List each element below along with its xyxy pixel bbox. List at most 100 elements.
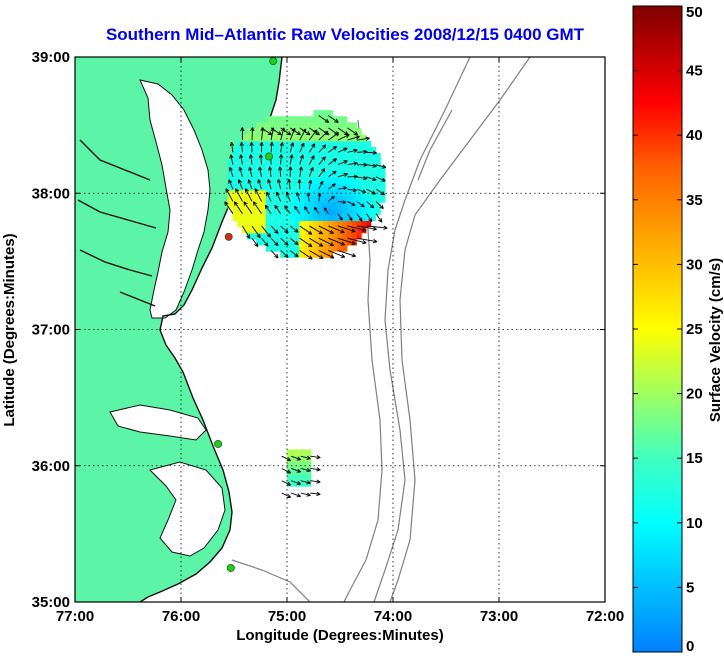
velocity-cell-569 [265, 128, 272, 136]
velocity-vector-160 [300, 480, 311, 485]
velocity-cell-292 [256, 183, 262, 191]
velocity-cell-598 [299, 122, 305, 130]
velocity-cell-450 [232, 153, 238, 160]
velocity-cell-399 [294, 165, 300, 172]
velocity-cell-92 [332, 226, 338, 234]
velocity-vector-41 [294, 205, 301, 214]
velocity-cell-90 [323, 226, 329, 234]
velocity-cell-442 [342, 159, 348, 166]
velocity-vector-58 [306, 192, 311, 202]
velocity-cell-17 [294, 245, 300, 252]
velocity-cell-368 [303, 171, 310, 179]
velocity-cell-556 [323, 134, 329, 142]
velocity-vector-118 [269, 141, 274, 153]
velocity-cell-255 [237, 189, 243, 197]
velocity-cell-70 [346, 232, 353, 240]
velocity-cell-497 [308, 146, 314, 154]
velocity-cell-213 [346, 202, 353, 209]
velocity-vector-87 [278, 166, 283, 177]
velocity-cell-474 [346, 153, 353, 160]
velocity-vector-169 [310, 454, 321, 460]
velocity-cell-156 [370, 214, 377, 221]
velocity-vector-91 [318, 168, 326, 178]
velocity-cell-303 [308, 183, 314, 191]
velocity-cell-320 [232, 177, 238, 185]
velocity-cell-606 [337, 122, 343, 130]
velocity-cell-167 [280, 208, 286, 215]
velocity-cell-224 [246, 195, 252, 203]
velocity-cell-526 [308, 140, 314, 148]
velocity-cell-452 [241, 153, 248, 160]
chesapeake-bay [139, 79, 211, 319]
velocity-vector-122 [308, 143, 316, 153]
velocity-cell-316 [370, 183, 377, 191]
velocity-cell-396 [280, 165, 286, 172]
velocity-cell-83 [289, 226, 295, 234]
velocity-vector-52 [244, 188, 253, 202]
velocity-cell-505 [346, 146, 353, 154]
velocity-vector-32 [356, 225, 377, 231]
velocity-vector-53 [254, 188, 262, 202]
velocity-cell-637 [291, 473, 298, 481]
velocity-cell-577 [303, 128, 310, 136]
velocity-cell-272 [318, 189, 324, 197]
velocity-cell-61 [303, 232, 310, 240]
velocity-vector-153 [328, 115, 339, 123]
velocity-cell-108 [280, 220, 286, 228]
velocity-vector-65 [375, 201, 384, 209]
velocity-cell-317 [375, 183, 381, 191]
velocity-vector-80 [366, 188, 376, 195]
velocity-cell-67 [332, 232, 338, 240]
velocity-cell-26 [337, 245, 343, 252]
radar-site-0 [269, 57, 278, 66]
velocity-cell-498 [313, 146, 319, 154]
velocity-cell-418 [227, 159, 233, 166]
velocity-cell-43 [327, 238, 334, 246]
velocity-cell-331 [284, 177, 291, 185]
velocity-cell-458 [270, 153, 276, 160]
velocity-vector-117 [259, 141, 264, 153]
velocity-cell-240 [323, 195, 329, 203]
velocity-cell-275 [332, 189, 338, 197]
velocity-cell-160 [246, 208, 252, 215]
velocity-cell-127 [232, 214, 238, 221]
velocity-vector-109 [337, 160, 348, 166]
velocity-cell-542 [256, 134, 262, 142]
velocity-cell-502 [332, 146, 338, 154]
velocity-cell-169 [289, 208, 295, 215]
velocity-cell-414 [365, 165, 372, 172]
velocity-cell-256 [241, 189, 248, 197]
velocity-cell-504 [342, 146, 348, 154]
velocity-cell-123 [351, 220, 357, 228]
velocity-vector-156 [300, 492, 311, 497]
velocity-cell-447 [365, 159, 372, 166]
colorbar-tick-label-2: 10 [686, 515, 703, 532]
velocity-vector-85 [258, 166, 263, 177]
velocity-cell-370 [313, 171, 319, 179]
velocity-cell-192 [246, 202, 252, 209]
velocity-cell-226 [256, 195, 262, 203]
velocity-cell-244 [342, 195, 348, 203]
velocity-cell-466 [308, 153, 314, 160]
velocity-cell-429 [280, 159, 286, 166]
velocity-cell-529 [323, 140, 329, 148]
velocity-cell-413 [361, 165, 367, 172]
velocity-cell-69 [342, 232, 348, 240]
velocity-vector-148 [318, 127, 330, 136]
velocity-cell-594 [280, 122, 286, 130]
velocity-cell-305 [318, 183, 324, 191]
velocity-vector-114 [229, 142, 235, 153]
velocity-vector-141 [356, 136, 370, 141]
velocity-cell-463 [294, 153, 300, 160]
velocity-cell-446 [361, 159, 367, 166]
velocity-cell-157 [232, 208, 238, 215]
velocity-cell-39 [308, 238, 314, 246]
radar-site-4 [226, 563, 235, 572]
velocity-cell-164 [265, 208, 272, 215]
velocity-cell-409 [342, 165, 348, 172]
velocity-cell-97 [356, 226, 362, 234]
velocity-cell-45 [337, 238, 343, 246]
velocity-vector-163 [291, 468, 301, 473]
velocity-cell-511 [237, 140, 243, 148]
velocity-cell-516 [261, 140, 267, 148]
